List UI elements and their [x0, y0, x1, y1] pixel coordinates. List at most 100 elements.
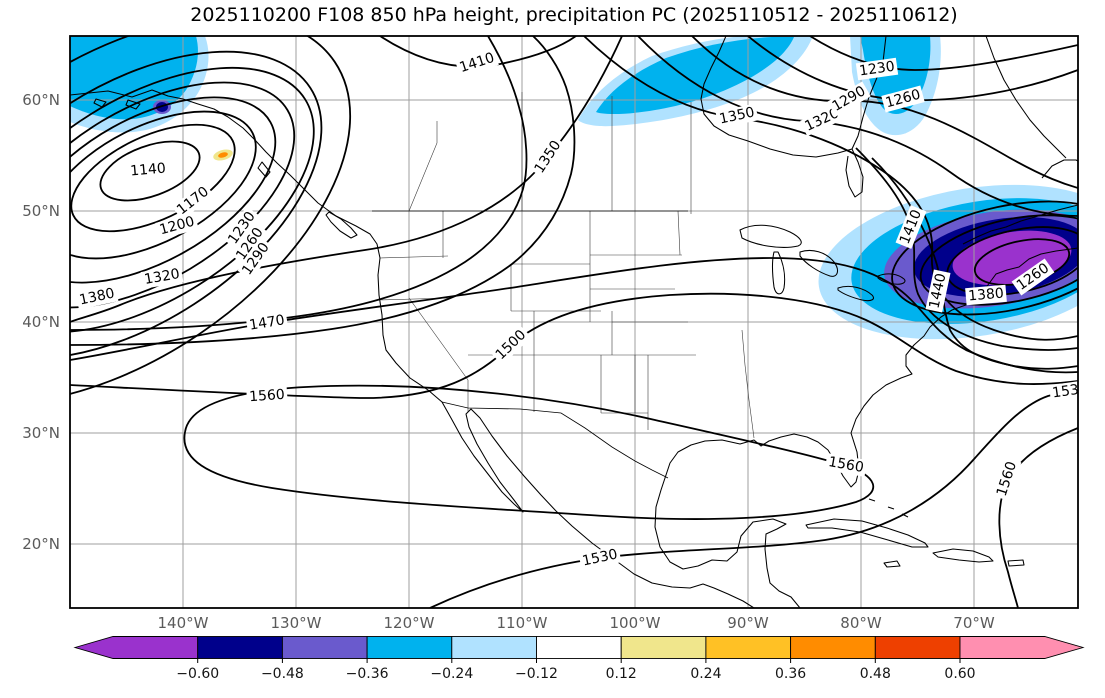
contour-label-text: 1350	[718, 104, 756, 127]
contour-label: 1350	[715, 103, 759, 129]
contour-label: 1560	[246, 386, 288, 406]
x-tick-label: 110°W	[497, 614, 548, 632]
shade-alaska-core	[70, 36, 198, 120]
y-tick-label: 20°N	[22, 535, 60, 553]
contour-1320	[70, 50, 323, 360]
contour-1230-ne	[809, 36, 1078, 71]
island-jamaica	[883, 560, 901, 568]
lake-huron	[799, 249, 839, 277]
x-tick-label: 140°W	[158, 614, 209, 632]
colorbar: −0.60 −0.48 −0.36 −0.24 −0.12 0.12 0.24 0.36 0.4…	[73, 636, 1085, 682]
colorbar-tick-label: −0.48	[261, 666, 304, 682]
contour-1530	[429, 390, 1078, 608]
axis-labels-layer: 140°W 130°W 120°W 110°W 100°W 90°W 80°W 70°W 60°…	[22, 91, 995, 632]
colorbar-over-arrow	[959, 636, 1085, 659]
contour-label: 1500	[490, 324, 532, 366]
contour-1170	[70, 123, 236, 233]
contour-1380	[70, 36, 352, 405]
colorbar-cell	[790, 636, 876, 659]
colorbar-tick-label: 0.24	[690, 666, 721, 682]
contour-label-text: 1230	[858, 59, 896, 80]
coastline-hudson-bay	[700, 36, 887, 158]
contour-label: 1230	[855, 57, 899, 81]
contour-label-text: 1320	[143, 266, 181, 288]
contour-1320-ne	[637, 36, 1078, 217]
contour-label-text: 1530	[1051, 381, 1089, 402]
contour-label: 1530	[578, 545, 622, 571]
island-hispaniola	[932, 548, 994, 563]
contour-label-text: 1290	[830, 83, 869, 115]
contour-1290-ne	[691, 36, 1078, 189]
contour-label-text: 1440	[926, 272, 949, 310]
contour-label-text: 1380	[968, 285, 1005, 304]
contour-1410-west	[70, 36, 528, 331]
us-mexico-border	[441, 401, 669, 479]
colorbar-tick-label: −0.36	[346, 666, 389, 682]
colorbar-cell	[366, 636, 453, 659]
state-border-lines	[376, 92, 755, 439]
chart-title: 2025110200 F108 850 hPa height, precipit…	[190, 4, 957, 26]
contour-1350-west	[70, 36, 623, 323]
colorbar-cell	[874, 636, 961, 659]
contour-label: 1560	[824, 453, 868, 477]
colorbar-cell	[620, 636, 707, 659]
colorbar-tick-label: −0.24	[430, 666, 473, 682]
contour-1410-top	[379, 36, 577, 68]
contour-label: 1560	[992, 457, 1022, 501]
colorbar-under-arrow	[73, 636, 199, 659]
contour-1140	[99, 140, 201, 202]
x-tick-label: 90°W	[727, 614, 769, 632]
y-tick-label: 30°N	[22, 424, 60, 442]
coastline-james-bay	[845, 148, 864, 198]
lake-erie	[837, 285, 875, 302]
contour-1560-west-closed	[183, 384, 875, 520]
coastline-st-lawrence	[962, 204, 1078, 245]
contour-label: 1410	[455, 48, 499, 78]
colorbar-tick-label: 0.60	[944, 666, 975, 682]
contour-label: 1440	[925, 269, 951, 313]
contour-label: 1470	[245, 311, 289, 335]
contour-label: 1320	[140, 265, 184, 289]
contour-1560-east	[998, 427, 1078, 608]
colorbar-cell	[536, 636, 622, 659]
island-puerto-rico	[1007, 559, 1025, 567]
x-tick-label: 80°W	[840, 614, 882, 632]
contour-1200	[70, 110, 257, 260]
shade-bc-orange-spot	[218, 152, 228, 158]
contour-1260	[70, 81, 296, 309]
colorbar-tick-label: 0.12	[606, 666, 637, 682]
contour-label-text: 1380	[78, 285, 116, 308]
island-cuba	[805, 518, 929, 548]
colorbar-cell	[281, 636, 368, 659]
contour-label-text: 1470	[248, 312, 286, 333]
coastline-pacific-gulf	[70, 89, 755, 608]
contour-1350-ne	[583, 36, 1078, 341]
y-tick-label: 40°N	[22, 313, 60, 331]
contour-label: 1350	[529, 135, 567, 179]
colorbar-cell	[705, 636, 792, 659]
height-contours-layer	[70, 36, 1078, 608]
coastline-gulf-atlantic	[654, 247, 1078, 608]
contour-1500	[70, 292, 1078, 399]
contour-label-text: 1350	[532, 138, 565, 177]
colorbar-cell	[197, 636, 283, 659]
contour-label-text: 1560	[827, 454, 865, 476]
contour-1440-west	[70, 36, 576, 346]
contour-label-text: 1560	[994, 460, 1020, 499]
contour-label: 1380	[75, 284, 119, 310]
lake-michigan	[771, 251, 786, 295]
contour-1410-east	[855, 147, 1078, 351]
x-tick-label: 120°W	[384, 614, 435, 632]
contour-label: 1140	[127, 159, 169, 181]
y-tick-label: 60°N	[22, 91, 60, 109]
contour-label-text: 1530	[581, 546, 619, 569]
contour-1290	[70, 66, 315, 334]
colorbar-tick-label: 0.48	[860, 666, 891, 682]
state-borders-layer	[376, 92, 755, 439]
contour-1230	[70, 96, 277, 284]
contour-1320-low	[919, 214, 1078, 306]
contour-1380-low	[891, 200, 1078, 316]
